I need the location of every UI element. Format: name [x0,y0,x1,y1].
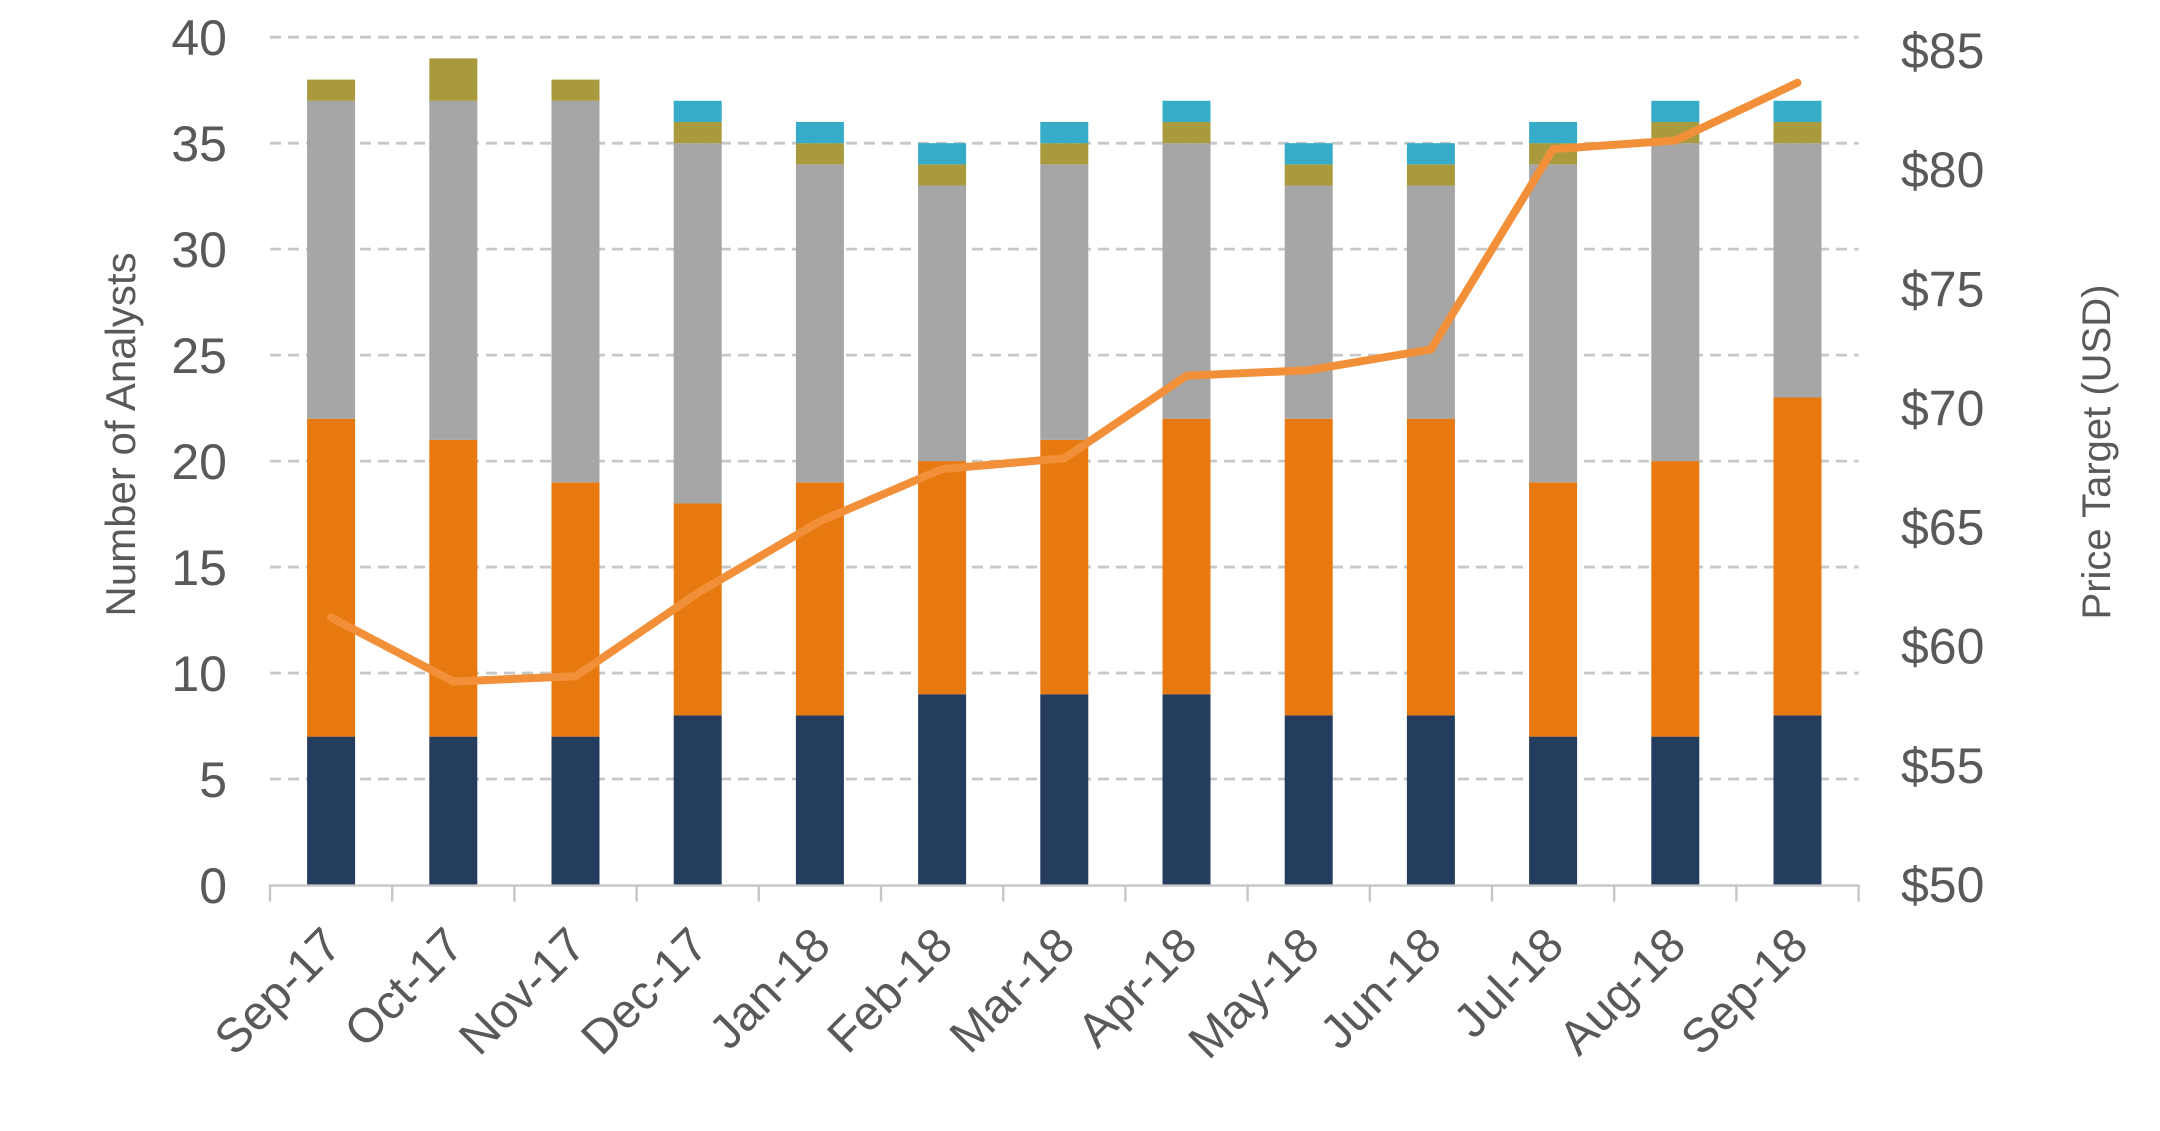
svg-text:$75: $75 [1901,261,1984,317]
svg-text:$65: $65 [1901,500,1984,556]
svg-text:15: 15 [171,540,227,596]
svg-text:40: 40 [171,10,227,66]
svg-text:30: 30 [171,222,227,278]
svg-text:$60: $60 [1901,619,1984,675]
svg-text:20: 20 [171,434,227,490]
svg-text:$55: $55 [1901,738,1984,794]
svg-text:$50: $50 [1901,857,1984,913]
svg-text:$85: $85 [1901,23,1984,79]
svg-text:35: 35 [171,116,227,172]
svg-text:5: 5 [199,752,227,808]
svg-text:Number of Analysts: Number of Analysts [97,252,144,616]
svg-text:$70: $70 [1901,380,1984,436]
svg-text:10: 10 [171,646,227,702]
svg-text:0: 0 [199,858,227,914]
svg-text:25: 25 [171,328,227,384]
svg-text:Price Target (USD): Price Target (USD) [2075,285,2119,620]
svg-text:$80: $80 [1901,142,1984,198]
